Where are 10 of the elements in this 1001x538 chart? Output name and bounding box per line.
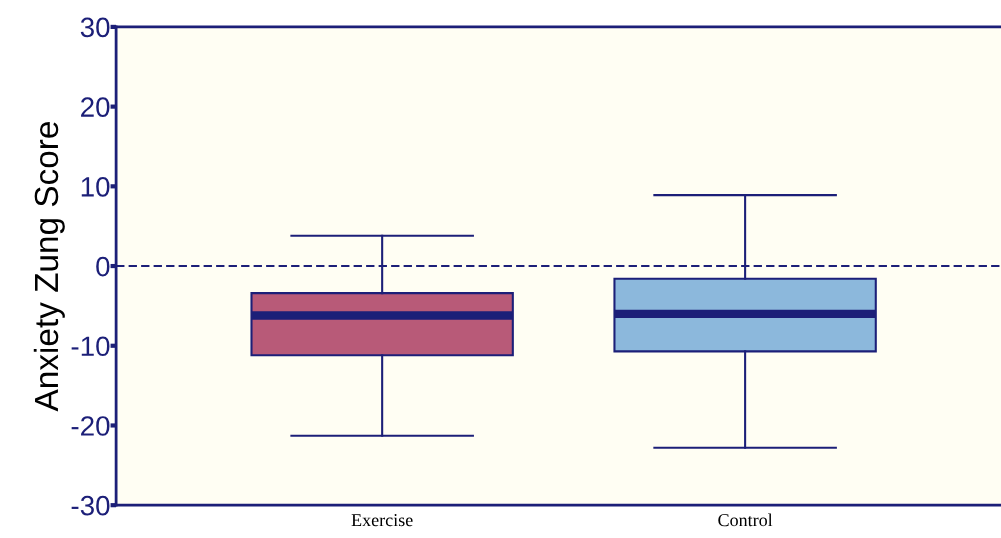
y-axis-title: Anxiety Zung Score <box>33 122 65 412</box>
y-tick-label: -10 <box>71 336 110 357</box>
y-tick-label: 0 <box>96 256 110 277</box>
y-tick-label: 30 <box>80 17 110 38</box>
y-tick-label: 10 <box>81 177 110 197</box>
y-tick-label: -30 <box>71 495 110 516</box>
y-tick-label: -20 <box>71 416 110 436</box>
x-tick-label: Control <box>718 513 773 527</box>
x-tick-label: Exercise <box>351 514 413 527</box>
y-tick-label: 20 <box>81 97 110 117</box>
